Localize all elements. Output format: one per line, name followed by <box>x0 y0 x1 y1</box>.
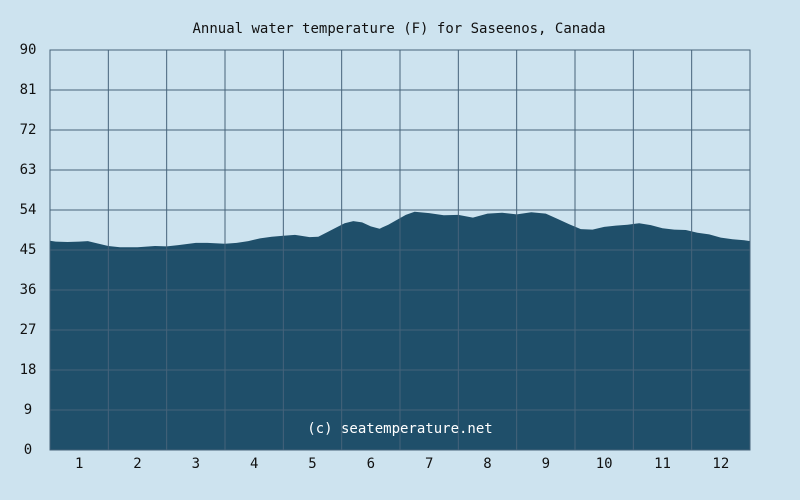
y-axis-ticks: 0 9 18 27 36 45 54 63 72 81 90 <box>20 42 37 458</box>
y-tick-label: 81 <box>20 82 37 98</box>
y-tick-label: 9 <box>24 402 32 418</box>
x-tick-label: 3 <box>192 456 200 472</box>
chart-title: Annual water temperature (F) for Saseeno… <box>192 21 605 37</box>
x-tick-label: 9 <box>542 456 550 472</box>
x-tick-label: 5 <box>308 456 316 472</box>
x-tick-label: 4 <box>250 456 258 472</box>
plot-border <box>49 49 751 451</box>
x-tick-label: 11 <box>654 456 671 472</box>
x-tick-label: 12 <box>712 456 729 472</box>
x-tick-label: 8 <box>483 456 491 472</box>
x-axis-ticks: 1 2 3 4 5 6 7 8 9 10 11 12 <box>75 456 729 472</box>
y-tick-label: 27 <box>20 322 37 338</box>
y-tick-label: 90 <box>20 42 37 58</box>
watermark-text: (c) seatemperature.net <box>307 421 492 437</box>
x-tick-label: 7 <box>425 456 433 472</box>
y-tick-label: 45 <box>20 242 37 258</box>
x-tick-label: 6 <box>367 456 375 472</box>
y-tick-label: 72 <box>20 122 37 138</box>
y-tick-label: 18 <box>20 362 37 378</box>
y-tick-label: 54 <box>20 202 37 218</box>
y-tick-label: 0 <box>24 442 32 458</box>
x-tick-label: 1 <box>75 456 83 472</box>
x-tick-label: 2 <box>133 456 141 472</box>
y-tick-label: 36 <box>20 282 37 298</box>
x-tick-label: 10 <box>596 456 613 472</box>
y-tick-label: 63 <box>20 162 37 178</box>
